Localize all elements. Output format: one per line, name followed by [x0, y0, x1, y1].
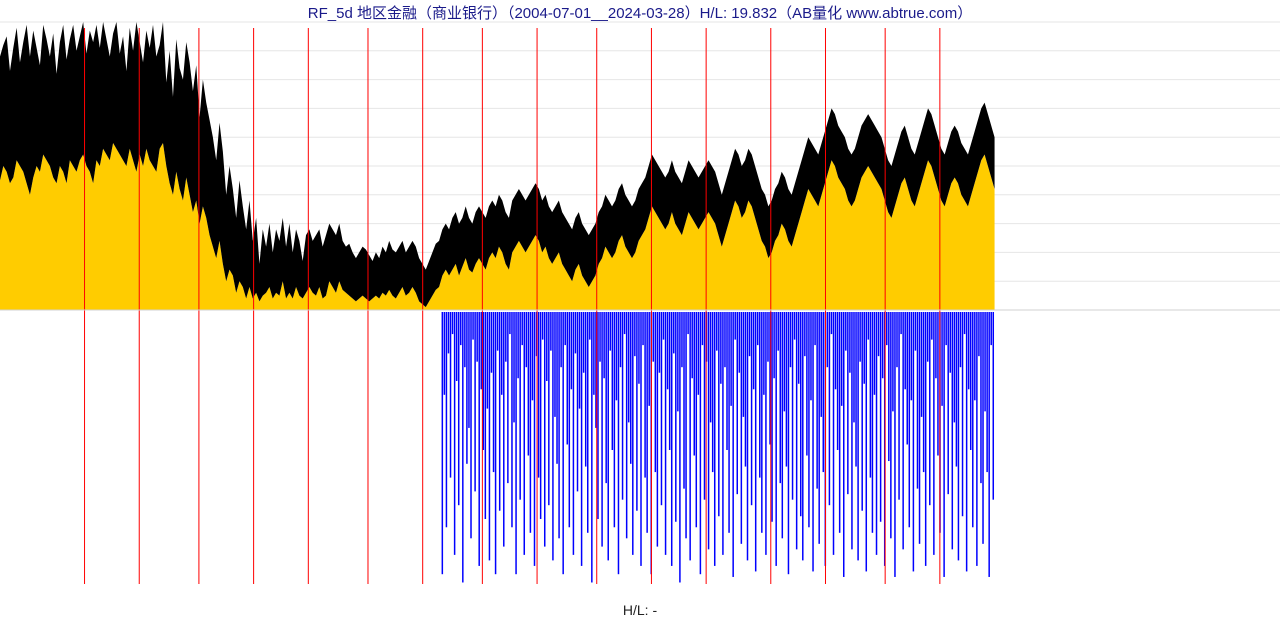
chart-container: RF_5d 地区金融（商业银行）（2004-07-01__2024-03-28）…: [0, 0, 1280, 620]
chart-footer: H/L: -: [0, 602, 1280, 618]
chart-title: RF_5d 地区金融（商业银行）（2004-07-01__2024-03-28）…: [0, 2, 1280, 23]
chart-svg: [0, 0, 1280, 620]
